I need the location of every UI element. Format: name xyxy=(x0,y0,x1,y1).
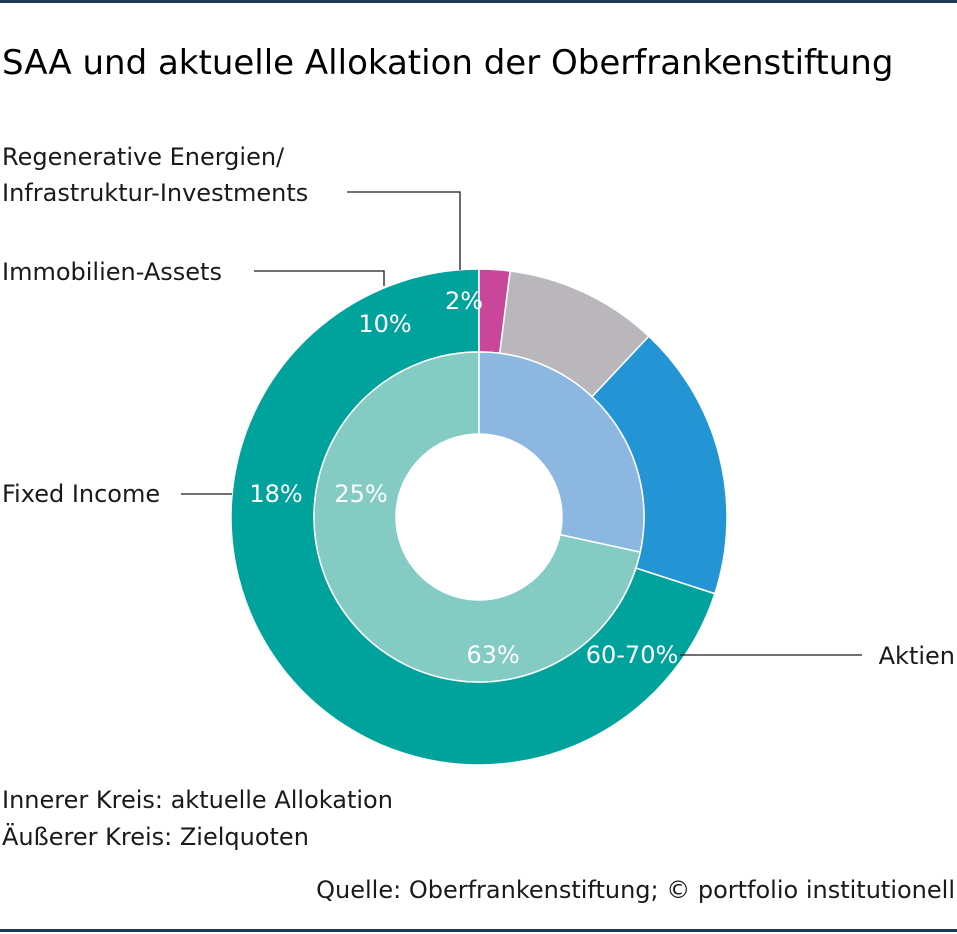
category-labels: Aktien Fixed Income Immobilien-Assets Regen… xyxy=(2,143,955,670)
source-note: Quelle: Oberfrankenstiftung; © portfolio… xyxy=(316,876,955,904)
leader-lines xyxy=(181,191,862,656)
inner-slice-fixed-income xyxy=(478,351,645,553)
percentage-labels: 60-70% 18% 10% 2% 63% 25% xyxy=(249,287,678,669)
bottom-rule xyxy=(0,929,957,932)
chart-title: SAA und aktuelle Allokation der Oberfran… xyxy=(2,43,893,83)
category-label-fixed-income: Fixed Income xyxy=(2,480,160,508)
outer-ring xyxy=(230,268,728,766)
outer-label-aktien: 60-70% xyxy=(586,641,679,669)
category-label-regenerative-energien-line-1: Regenerative Energien/ xyxy=(2,143,285,171)
outer-label-immobilien-assets: 10% xyxy=(358,310,411,338)
category-label-regenerative-energien-line-2: Infrastruktur-Investments xyxy=(2,179,308,207)
top-rule xyxy=(0,0,957,3)
outer-label-fixed-income: 18% xyxy=(249,480,302,508)
category-label-immobilien-assets: Immobilien-Assets xyxy=(2,258,222,286)
inner-slice-aktien xyxy=(313,351,642,683)
note-inner-ring: Innerer Kreis: aktuelle Allokation xyxy=(2,786,393,814)
note-outer-ring: Äußerer Kreis: Zielquoten xyxy=(2,822,309,851)
inner-ring xyxy=(313,351,645,683)
leader-line-regenerative-energien xyxy=(347,191,461,270)
leader-line-immobilien-assets xyxy=(254,270,385,286)
category-label-aktien: Aktien xyxy=(879,642,955,670)
inner-label-fixed-income: 25% xyxy=(334,480,387,508)
outer-label-regenerative-energien: 2% xyxy=(445,287,483,315)
inner-label-aktien: 63% xyxy=(466,641,519,669)
